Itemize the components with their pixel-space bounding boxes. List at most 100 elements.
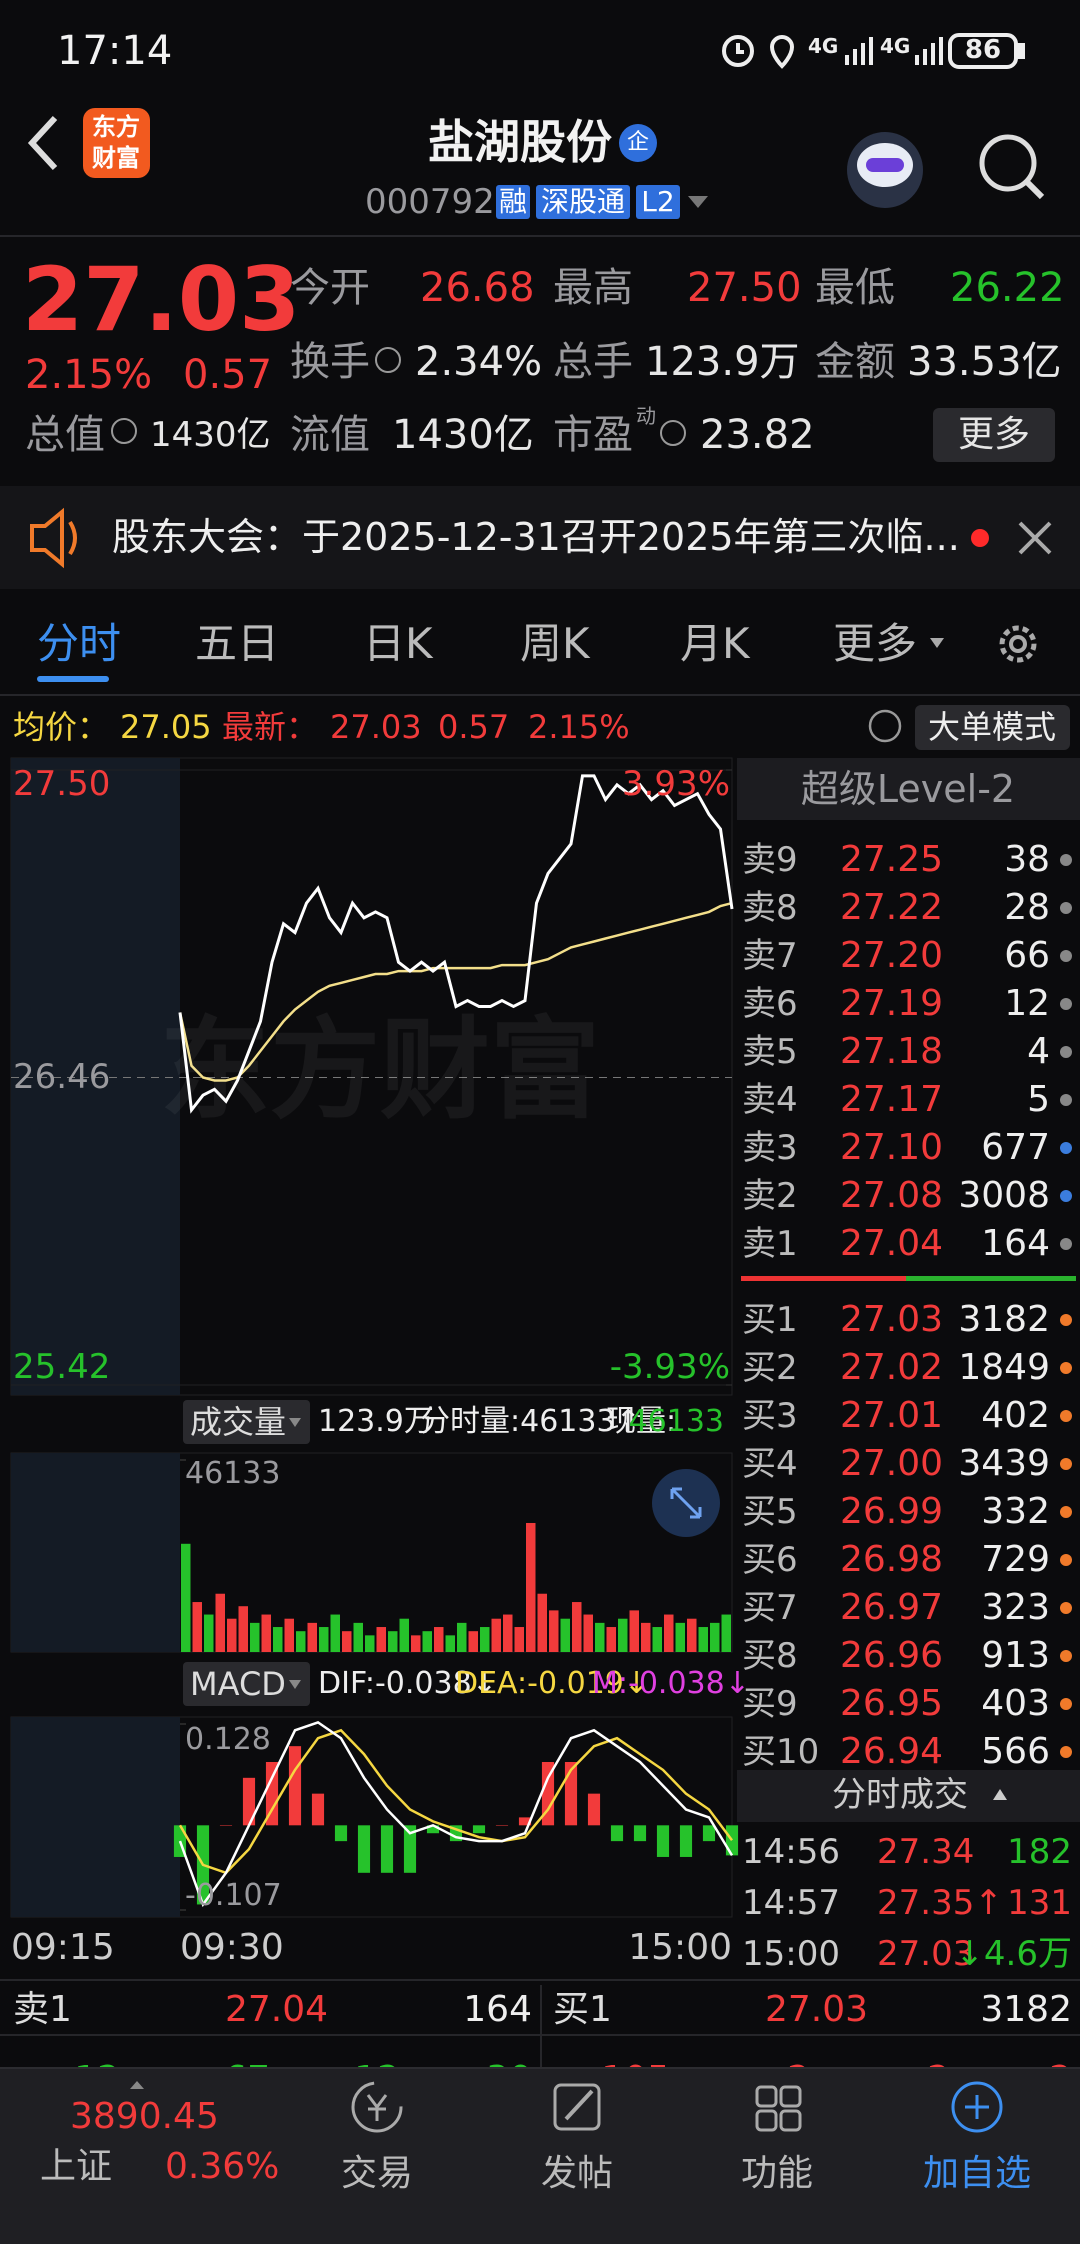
volume-bar (342, 1631, 352, 1652)
trade-time: 15:00 (742, 1933, 840, 1974)
level-dot (1060, 1602, 1072, 1614)
more-button-bg[interactable] (933, 408, 1055, 462)
level-dot (1060, 1190, 1072, 1202)
index-value[interactable]: 3890.45 (70, 2096, 219, 2138)
level-price: 27.03 (840, 1299, 944, 1341)
tab-more-arrow[interactable] (930, 638, 944, 648)
change: 0.57 (183, 352, 273, 398)
volume-bar (399, 1618, 409, 1652)
level-volume: 1849 (958, 1347, 1050, 1389)
y2-tick-label: 3.93% (621, 763, 730, 804)
macd-bar (219, 1825, 233, 1826)
stat-value: 23.82 (700, 412, 815, 458)
tab[interactable]: 分时 (37, 618, 122, 668)
clock: 17:14 (57, 28, 173, 74)
volume-bar (353, 1622, 363, 1652)
volume-bar (330, 1614, 340, 1652)
trade-volume: 182 (1007, 1831, 1072, 1872)
level-dot (1060, 1094, 1072, 1106)
level-label: 卖4 (742, 1079, 798, 1120)
level-price: 27.00 (840, 1443, 944, 1485)
x-tick-label: 15:00 (628, 1927, 732, 1969)
macd-bar (518, 1817, 532, 1826)
trades-title[interactable]: 分时成交 (832, 1774, 968, 1815)
level-volume: 5 (1027, 1079, 1050, 1121)
level-label: 买2 (742, 1347, 798, 1388)
post-icon-pen (564, 2089, 594, 2121)
back-button[interactable] (27, 115, 58, 171)
nav-bar (0, 2067, 1080, 2244)
macd-selector-bg[interactable] (183, 1662, 310, 1706)
nav-item[interactable]: 交易 (340, 2153, 414, 2195)
level-label: 卖5 (742, 1031, 798, 1072)
indicator-selector[interactable]: 成交量 (190, 1402, 287, 1441)
close-button[interactable] (1018, 521, 1052, 555)
settings-button[interactable] (999, 625, 1037, 663)
volume-bar (250, 1622, 260, 1652)
help-button[interactable] (868, 709, 902, 743)
volume-selector-bg[interactable] (183, 1400, 310, 1444)
app-logo[interactable] (83, 108, 150, 178)
index-pct: 0.36% (165, 2146, 280, 2188)
signal-bars (845, 37, 943, 65)
volume-bar (215, 1593, 225, 1652)
dropdown-arrow[interactable] (688, 196, 708, 208)
volume-bar (526, 1522, 536, 1652)
trade-time: 14:56 (742, 1831, 840, 1872)
tab[interactable]: 更多 (833, 618, 918, 668)
tab[interactable]: 日K (363, 618, 433, 668)
level-price: 27.04 (840, 1223, 944, 1265)
tab[interactable]: 五日 (195, 618, 280, 668)
trades-toggle[interactable] (993, 1789, 1007, 1800)
search-button[interactable] (979, 134, 1037, 192)
macd-bar (288, 1746, 302, 1826)
help[interactable]: 大单模式 (927, 707, 1057, 746)
volume-bar (480, 1627, 490, 1652)
avg-price-line (178, 901, 733, 1082)
nav-item[interactable]: 加自选 (922, 2153, 1032, 2195)
price-line (178, 774, 734, 1114)
stat-value: 33.53亿 (907, 339, 1062, 385)
level-label: 买9 (742, 1683, 798, 1724)
mode-button-bg[interactable] (915, 705, 1070, 750)
level-label: 买1 (742, 1299, 798, 1340)
stat-value: 27.50 (687, 265, 802, 311)
last-label: 最新： (222, 707, 319, 746)
level-dot (1060, 1554, 1072, 1566)
index-arrow (130, 2081, 144, 2089)
level-volume: 3182 (958, 1299, 1050, 1341)
indicator-selector[interactable]: MACD (190, 1664, 286, 1703)
nav-icons (130, 2081, 1003, 2133)
volume-bar (422, 1631, 432, 1652)
volume-bar (560, 1618, 570, 1652)
tab[interactable]: 周K (520, 618, 590, 668)
current-label: 现量: (606, 1404, 677, 1439)
macd-bar (242, 1777, 256, 1826)
nav-item[interactable]: 发帖 (540, 2153, 614, 2195)
y-tick-label: 27.50 (13, 763, 111, 804)
macd-bar (472, 1825, 486, 1834)
trades-header (737, 1770, 1080, 1822)
volume-bar (549, 1610, 559, 1652)
macd-bar (380, 1825, 394, 1873)
stat-label: 金额 (815, 339, 895, 385)
y-tick-label: 26.46 (13, 1057, 111, 1098)
tab[interactable]: 月K (680, 618, 750, 668)
level-price: 27.22 (840, 887, 944, 929)
volume-bar (514, 1627, 524, 1652)
change-pct: 2.15% (528, 707, 630, 746)
last-value: 27.03 (330, 707, 422, 746)
volume-bar (181, 1543, 191, 1652)
notice-text[interactable]: 股东大会：于2025-12-31召开2025年第三次临... (112, 515, 960, 560)
x-tick-label: 09:30 (180, 1927, 284, 1969)
volume-bar (296, 1631, 306, 1652)
more-button[interactable]: 更多 (957, 414, 1031, 456)
nav-item[interactable]: 功能 (740, 2153, 814, 2195)
y2-tick-label: -3.93% (609, 1346, 730, 1387)
level-dot (1060, 1314, 1072, 1326)
x-tick-label: 09:15 (11, 1927, 115, 1969)
volume-bar (629, 1610, 639, 1652)
tag: 融 (498, 185, 528, 219)
level-dot (1060, 1142, 1072, 1154)
